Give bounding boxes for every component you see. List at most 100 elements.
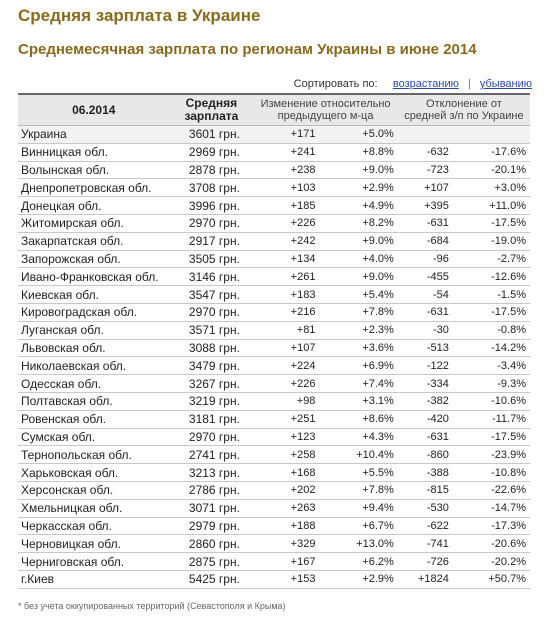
cell-salary: 3547 грн. xyxy=(169,285,254,304)
cell-chg-pct: +6.7% xyxy=(323,517,398,536)
cell-salary: 3267 грн. xyxy=(169,374,254,393)
cell-chg-pct: +9.0% xyxy=(323,267,398,287)
cell-chg-abs: +188 xyxy=(253,517,324,536)
cell-dev-pct: -9.3% xyxy=(450,374,530,393)
cell-salary: 3601 грн. xyxy=(169,125,254,144)
cell-chg-abs: +185 xyxy=(253,196,324,215)
cell-dev-abs: -632 xyxy=(397,143,451,162)
cell-chg-abs: +81 xyxy=(253,321,324,340)
cell-dev-pct xyxy=(450,125,530,144)
cell-chg-pct: +6.2% xyxy=(323,552,398,571)
cell-chg-pct: +5.0% xyxy=(323,125,398,144)
footnote: * без учета оккупированных территорий (С… xyxy=(18,601,286,611)
cell-dev-abs: -530 xyxy=(397,499,451,518)
cell-chg-abs: +261 xyxy=(253,267,324,287)
cell-dev-pct: -12.6% xyxy=(450,267,530,287)
cell-region: Украина xyxy=(18,125,170,144)
cell-chg-pct: +8.6% xyxy=(323,410,398,429)
table-row: Луганская обл. 3571 грн. +81 +2.3% -30 -0.8% xyxy=(18,321,530,340)
cell-dev-abs: -96 xyxy=(397,250,451,269)
table-row: Волынская обл. 2878 грн. +238 +9.0% -723 -20.… xyxy=(18,161,530,180)
cell-dev-pct: -3.4% xyxy=(450,356,530,376)
table-row: Сумская обл. 2970 грн. +123 +4.3% -631 -17.5% xyxy=(18,428,530,447)
table-row: Тернопольская обл. 2741 грн. +258 +10.4% -86… xyxy=(18,445,530,465)
cell-dev-abs: -741 xyxy=(397,534,451,554)
header-average-salary: Средняя зарплата xyxy=(169,93,254,126)
cell-chg-abs: +329 xyxy=(253,534,324,554)
cell-chg-pct: +7.8% xyxy=(323,303,398,322)
cell-salary: 2970 грн. xyxy=(169,214,254,233)
cell-chg-abs: +134 xyxy=(253,250,324,269)
cell-dev-pct: -20.6% xyxy=(450,534,530,554)
cell-dev-pct: -22.6% xyxy=(450,481,530,500)
table-row: Ровенская обл. 3181 грн. +251 +8.6% -420 -11.… xyxy=(18,410,530,429)
cell-chg-abs: +258 xyxy=(253,445,324,465)
cell-dev-abs: -622 xyxy=(397,517,451,536)
salary-table: 06.2014 Средняя зарплата Изменение относ… xyxy=(18,93,530,589)
cell-dev-abs: -631 xyxy=(397,428,451,447)
cell-dev-pct: -14.7% xyxy=(450,499,530,518)
header-deviation: Отклонение от средней з/п по Украине xyxy=(397,93,530,126)
table-row: Хмельницкая обл. 3071 грн. +263 +9.4% -530 -1… xyxy=(18,499,530,518)
cell-region: Сумская обл. xyxy=(18,428,170,447)
cell-chg-pct: +7.8% xyxy=(323,481,398,500)
header-average-line2: зарплата xyxy=(184,109,239,123)
table-row: Черновицкая обл. 2860 грн. +329 +13.0% -741-… xyxy=(18,534,530,554)
cell-region: Николаевская обл. xyxy=(18,356,170,376)
cell-dev-abs: -726 xyxy=(397,552,451,571)
cell-chg-abs: +241 xyxy=(253,143,324,162)
cell-dev-pct: +50.7% xyxy=(450,570,530,589)
cell-chg-pct: +4.3% xyxy=(323,428,398,447)
cell-salary: 3505 грн. xyxy=(169,250,254,269)
cell-dev-pct: -11.7% xyxy=(450,410,530,429)
header-deviation-line2: средней з/п по Украине xyxy=(404,110,524,122)
cell-chg-pct: +10.4% xyxy=(323,445,398,465)
table-row: г.Киев 5425 грн. +153 +2.9% +1824 +50.7% xyxy=(18,570,530,589)
table-row: Херсонская обл. 2786 грн. +202 +7.8% -815 -22… xyxy=(18,481,530,500)
cell-dev-abs: +1824 xyxy=(397,570,451,589)
cell-chg-pct: +8.2% xyxy=(323,214,398,233)
cell-chg-pct: +3.6% xyxy=(323,339,398,358)
cell-dev-pct: -17.6% xyxy=(450,143,530,162)
cell-chg-pct: +5.4% xyxy=(323,285,398,304)
table-row: Киевская обл. 3547 грн. +183 +5.4% -54 -1.5% xyxy=(18,285,530,304)
page-subtitle: Среднемесячная зарплата по регионам Укра… xyxy=(18,41,477,58)
cell-chg-abs: +238 xyxy=(253,161,324,180)
sort-label: Сортировать по: xyxy=(293,78,378,90)
cell-dev-pct: -10.6% xyxy=(450,392,530,411)
cell-salary: 3088 грн. xyxy=(169,339,254,358)
cell-dev-abs: +395 xyxy=(397,196,451,215)
table-row: Одесская обл. 3267 грн. +226 +7.4% -334 -9.3% xyxy=(18,374,530,393)
cell-chg-abs: +216 xyxy=(253,303,324,322)
table-row: Полтавская обл. 3219 грн. +98 +3.1% -382 -10.… xyxy=(18,392,530,411)
cell-chg-abs: +171 xyxy=(253,125,324,144)
cell-chg-abs: +226 xyxy=(253,214,324,233)
cell-dev-pct: -17.3% xyxy=(450,517,530,536)
cell-chg-pct: +9.4% xyxy=(323,499,398,518)
sort-descending-link[interactable]: убыванию xyxy=(479,78,532,90)
cell-region: Черкасская обл. xyxy=(18,517,170,536)
header-change-line2: предыдущего м-ца xyxy=(277,110,374,122)
cell-dev-pct: -2.7% xyxy=(450,250,530,269)
table-row: Черкасская обл. 2979 грн. +188 +6.7% -622 -17… xyxy=(18,517,530,536)
cell-salary: 2969 грн. xyxy=(169,143,254,162)
cell-salary: 3996 грн. xyxy=(169,196,254,215)
cell-chg-abs: +98 xyxy=(253,392,324,411)
cell-region: Харьковская обл. xyxy=(18,463,170,482)
sort-ascending-link[interactable]: возрастанию xyxy=(392,78,459,90)
cell-salary: 2741 грн. xyxy=(169,445,254,465)
cell-dev-abs: -122 xyxy=(397,356,451,376)
cell-salary: 2878 грн. xyxy=(169,161,254,180)
cell-salary: 2979 грн. xyxy=(169,517,254,536)
cell-salary: 3213 грн. xyxy=(169,463,254,482)
cell-region: Ивано-Франковская обл. xyxy=(18,267,170,287)
cell-dev-pct: -19.0% xyxy=(450,232,530,251)
cell-dev-abs: -860 xyxy=(397,445,451,465)
cell-dev-pct: -17.5% xyxy=(450,428,530,447)
header-change: Изменение относительно предыдущего м-ца xyxy=(253,93,398,126)
cell-dev-pct: -23.9% xyxy=(450,445,530,465)
cell-dev-pct: -0.8% xyxy=(450,321,530,340)
cell-dev-abs: -815 xyxy=(397,481,451,500)
sort-separator: | xyxy=(467,78,471,90)
cell-dev-abs: -723 xyxy=(397,161,451,180)
